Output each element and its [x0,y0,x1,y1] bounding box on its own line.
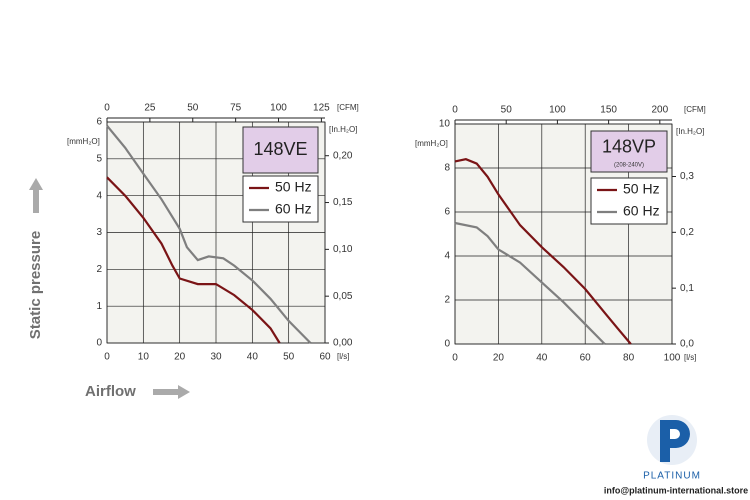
x-unit: [l/s] [684,353,696,362]
x2-tick-label: 100 [549,105,566,116]
y-unit: [mmH₂O] [415,139,448,148]
x-arrow [153,385,190,399]
x2-tick-label: 100 [270,103,287,114]
y2-unit: [In.H₂O] [329,125,357,134]
y-tick-label: 8 [444,163,450,174]
y-tick-label: 0 [96,338,102,349]
x2-tick-label: 125 [313,103,330,114]
y2-tick-label: 0,15 [333,197,353,208]
x2-tick-label: 25 [144,103,156,114]
legend-box [242,175,319,223]
y-tick-label: 10 [439,119,451,130]
x-tick-label: 100 [664,353,681,364]
x2-tick-label: 50 [501,105,513,116]
x2-unit: [CFM] [684,105,706,114]
legend-label: 60 Hz [275,201,312,217]
y2-tick-label: 0,3 [680,171,694,182]
x2-tick-label: 150 [600,105,617,116]
y-label: Static pressure [27,231,44,339]
x-tick-label: 60 [580,353,592,364]
y2-tick-label: 0,20 [333,150,353,161]
y2-tick-label: 0,10 [333,244,353,255]
x-tick-label: 60 [319,352,331,363]
legend-label: 60 Hz [623,203,660,219]
legend-box [590,177,668,225]
y2-tick-label: 0,00 [333,338,353,349]
x-tick-label: 10 [138,352,150,363]
x-tick-label: 20 [174,352,186,363]
y-tick-label: 4 [96,190,102,201]
y-unit: [mmH₂O] [67,137,100,146]
x-tick-label: 40 [247,352,259,363]
x-tick-label: 0 [452,353,458,364]
x-tick-label: 40 [536,353,548,364]
x2-unit: [CFM] [337,103,359,112]
y-tick-label: 6 [444,207,450,218]
y2-tick-label: 0,05 [333,291,353,302]
x-tick-label: 30 [210,352,222,363]
title-box [590,130,668,173]
x2-tick-label: 75 [230,103,242,114]
y2-tick-label: 0,2 [680,227,694,238]
x2-tick-label: 0 [104,103,110,114]
x-unit: [l/s] [337,352,349,361]
y-tick-label: 4 [444,251,450,262]
y-tick-label: 0 [444,339,450,350]
series-line [106,176,281,344]
x-tick-label: 0 [104,352,110,363]
y-tick-label: 1 [96,301,102,312]
series-line [106,125,312,344]
y-tick-label: 3 [96,227,102,238]
y2-unit: [In.H₂O] [676,127,704,136]
x2-tick-label: 200 [651,105,668,116]
x2-tick-label: 50 [187,103,199,114]
chart-subtitle: (208-240V) [614,163,644,169]
chart-title: 148VE [253,139,307,159]
y-tick-label: 2 [96,264,102,275]
title-box [242,126,319,174]
y-tick-label: 5 [96,153,102,164]
x-label: Airflow [85,383,136,400]
x-tick-label: 80 [623,353,635,364]
y-tick-label: 2 [444,295,450,306]
series-line [454,221,606,345]
y2-tick-label: 0,0 [680,339,694,350]
logo [647,415,697,465]
y2-tick-label: 0,1 [680,283,694,294]
x-tick-label: 50 [283,352,295,363]
legend-label: 50 Hz [623,181,660,197]
series-line [454,158,632,345]
x2-tick-label: 0 [452,105,458,116]
x-tick-label: 20 [493,353,505,364]
chart-title: 148VP [602,136,656,156]
brand-email: info@platinum-international.store [604,485,748,495]
y-tick-label: 6 [96,117,102,128]
legend-label: 50 Hz [275,179,312,195]
brand-name: PLATINUM [643,471,701,482]
y-arrow [29,178,43,213]
